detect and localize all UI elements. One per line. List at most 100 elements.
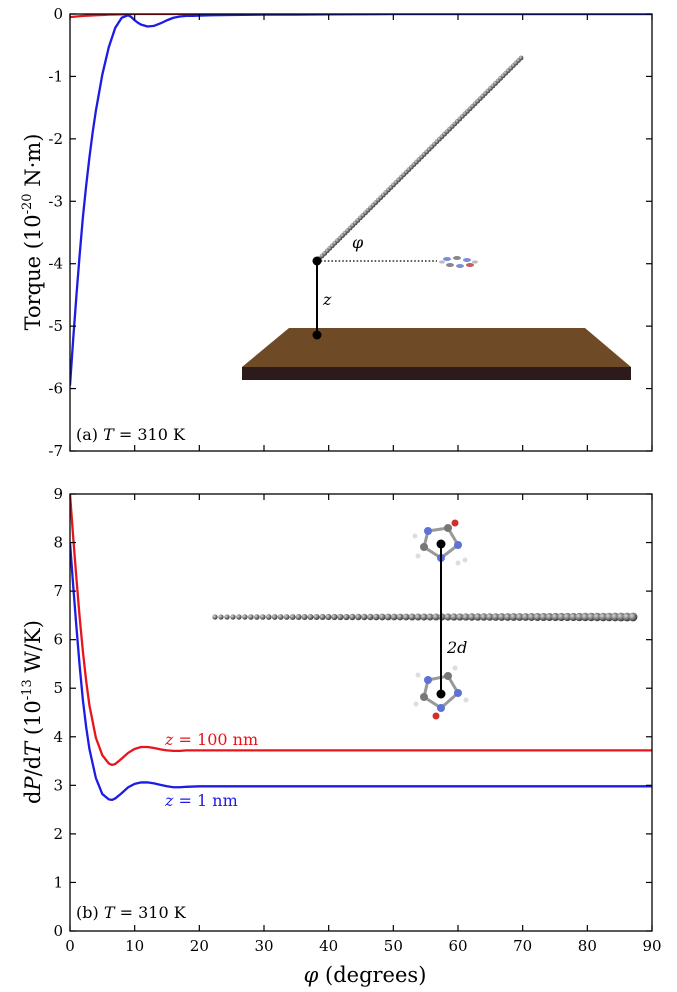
distance-label: 2d [446, 638, 467, 657]
x-tick-label: 50 [384, 937, 403, 955]
nanotube-atom [254, 614, 260, 620]
pivot-dot-top [312, 256, 322, 266]
y-tick-label: 0 [53, 922, 63, 940]
nanotube-atom [503, 613, 512, 621]
nanotube-atom [319, 613, 326, 621]
nanotube-atom [515, 613, 524, 621]
substrate-side [242, 367, 631, 380]
nanotube-atom [277, 614, 284, 620]
nanotube-atom [497, 613, 506, 621]
nanotube-atom [551, 612, 560, 622]
nanotube-atom [444, 613, 452, 621]
x-tick-label: 30 [254, 937, 273, 955]
nanotube-atom [313, 613, 320, 621]
nanotube-atom [518, 55, 524, 61]
nanotube-atom [283, 614, 290, 620]
y-tick-label: 9 [53, 485, 63, 503]
nanotube-atom [361, 613, 368, 621]
nanotube-atom [456, 613, 464, 621]
nanotube-atom [450, 613, 458, 621]
series-group-b [70, 494, 652, 802]
pivot-dot-bottom [312, 330, 322, 340]
nanotube-atom [343, 613, 350, 621]
nanotube-atom [337, 613, 344, 621]
y-tick-label: 5 [53, 679, 63, 697]
x-tick-label: 0 [65, 937, 75, 955]
nanotube-atom [557, 612, 566, 622]
y-tick-label: 8 [53, 534, 63, 552]
y-tick-label: -5 [48, 317, 63, 335]
height-label: z [322, 290, 332, 309]
nanotube-atom [212, 614, 218, 620]
y-axis-title-a: Torque (10-20 N·m) [20, 134, 45, 331]
nanotube-atom [378, 613, 386, 621]
nanotube-atom [581, 612, 590, 622]
nanotube-atom [271, 614, 278, 620]
nanotube-atom [491, 613, 500, 621]
nanotube-angled [314, 55, 524, 264]
y-tick-label: -4 [48, 255, 63, 273]
nanotube-atom [265, 614, 272, 620]
nanotube-atom [414, 613, 422, 621]
nanotube-atom [533, 613, 542, 621]
series-line-red [70, 494, 652, 767]
series-label-z1: z = 1 nm [164, 791, 238, 810]
nanotube-atom [408, 613, 416, 621]
nanotube-atom [289, 614, 296, 620]
nanotube-atom [307, 613, 314, 621]
nanotube-atom [474, 613, 482, 621]
nanotube-atom [426, 613, 434, 621]
molecule-center-top [436, 539, 446, 549]
nanotube-atom [224, 614, 230, 620]
series-line-blue [70, 542, 652, 802]
nanotube-atom [325, 613, 332, 621]
nanotube-atom [527, 613, 536, 621]
nanotube-atom [236, 614, 242, 620]
panel-a: φ z 0 -1 -2 -3 -4 -5 -6 -7 Torque (10-20 N·m) (… [20, 5, 653, 460]
nanotube-atom [390, 613, 398, 621]
y-tick-label: -1 [48, 67, 63, 85]
y-tick-label: -3 [48, 192, 63, 210]
nanotube-atom [610, 612, 620, 622]
nanotube-atom [479, 613, 488, 621]
x-tick-label: 40 [319, 937, 338, 955]
nanotube-atom [402, 613, 410, 621]
nanotube-atom [598, 612, 608, 622]
nanotube-atom [432, 613, 440, 621]
nanotube-atom [349, 613, 356, 621]
molecule-pair-edge-on [439, 256, 478, 268]
nanotube-atom [539, 612, 548, 622]
nanotube-horizontal [212, 612, 638, 622]
nanotube-atom [485, 613, 494, 621]
nanotube-atom [420, 613, 428, 621]
inset-schematic-b: 2d [212, 519, 638, 720]
y-tick-label: -6 [48, 380, 63, 398]
nanotube-atom [616, 612, 626, 622]
nanotube-atom [569, 612, 578, 622]
nanotube-atom [586, 612, 596, 622]
nanotube-atom [295, 614, 302, 620]
y-axis-title-b: dP/dT (10-13 W/K) [20, 620, 45, 804]
nanotube-atom [218, 614, 224, 620]
nanotube-atom [592, 612, 602, 622]
y-tick-label: 2 [53, 825, 63, 843]
y-tick-label: 1 [53, 873, 63, 891]
plot-frame-b [69, 493, 653, 932]
nanotube-atom [230, 614, 236, 620]
y-tick-label: -7 [48, 442, 63, 460]
x-tick-label: 90 [642, 937, 661, 955]
nanotube-atom [242, 614, 248, 620]
y-tick-label: 4 [53, 728, 63, 746]
nanotube-atom [509, 613, 518, 621]
nanotube-atom [372, 613, 380, 621]
y-tick-label: -2 [48, 130, 63, 148]
nanotube-atom [563, 612, 572, 622]
nanotube-atom [248, 614, 254, 620]
molecule-top [412, 519, 468, 566]
ticks-b: 0 10 20 30 40 50 60 70 80 90 0 1 2 3 4 5 6 7 8 9 [53, 485, 661, 955]
nanotube-atom [628, 612, 638, 622]
x-tick-label: 20 [190, 937, 209, 955]
y-tick-label: 0 [53, 5, 63, 23]
x-tick-label: 70 [513, 937, 532, 955]
